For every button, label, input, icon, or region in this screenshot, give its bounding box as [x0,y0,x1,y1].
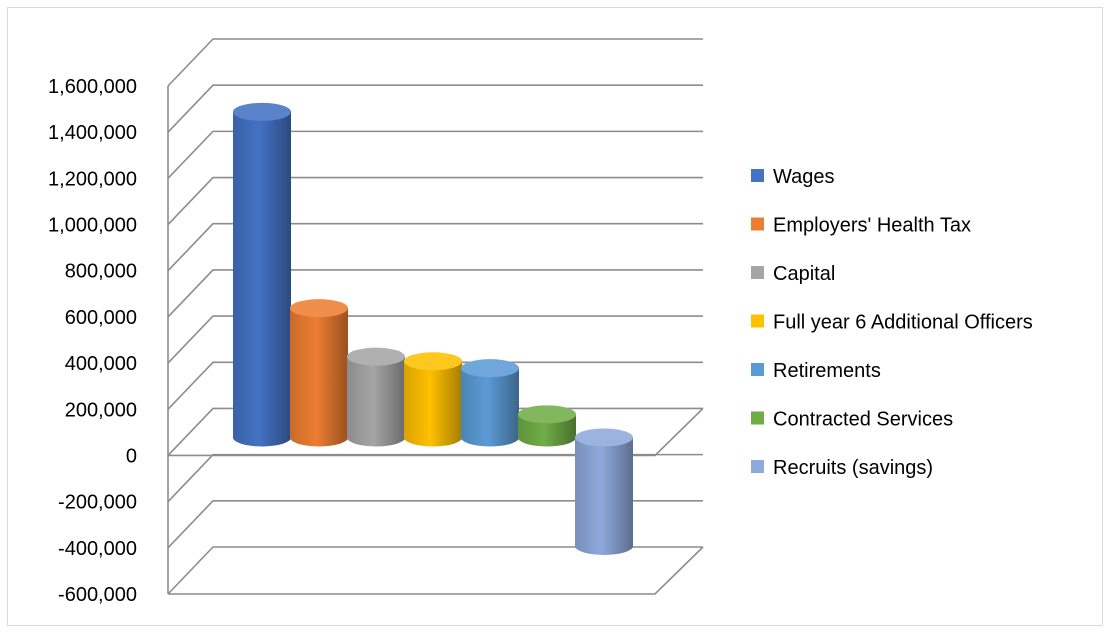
gridline [167,361,703,410]
legend-swatch [751,217,764,231]
legend-label: Contracted Services [773,409,953,431]
bar-wages [233,102,291,447]
bar-cap [404,352,462,371]
bar-cap [518,405,576,424]
gridline [167,269,703,318]
legend-item: Full year 6 Additional Officers [751,312,1033,334]
bar-contracted-services [518,405,576,447]
y-tick-label: 1,200,000 [48,168,137,190]
legend-swatch [751,363,764,376]
bar-body [518,414,576,447]
bar-body [233,111,291,447]
gridline [167,453,703,503]
legend-label: Retirements [773,360,881,382]
legend-swatch [751,169,764,182]
bar-recruits-savings [575,428,633,555]
bar-cap [575,428,633,447]
y-tick-label: 800,000 [65,261,137,283]
y-tick-label: 600,000 [65,307,137,329]
bar-employers-health-tax [290,299,348,447]
legend-swatch [751,266,764,279]
gridline [167,38,703,87]
legend-label: Full year 6 Additional Officers [773,312,1033,334]
gridline [167,176,703,226]
bar-cap [347,347,405,366]
gridline [167,130,703,179]
bar-cap [290,299,348,318]
legend-label: Employers' Health Tax [773,215,971,237]
bars [233,102,633,555]
zero-floor [168,407,704,457]
gridlines [167,38,704,595]
legend-item: Capital [751,263,835,285]
bar-body [575,437,633,555]
floor [168,546,704,595]
gridline [167,315,703,364]
legend-swatch [751,460,764,473]
y-tick-label: 200,000 [65,399,137,421]
bar-body [347,356,405,447]
legend: Wages Employers' Health Tax Capital Full ye… [751,166,1033,479]
bar-capital [347,347,405,447]
gridline [167,84,703,133]
bar-cap [233,102,291,121]
bar-cap [461,359,519,378]
y-tick-label: -400,000 [58,538,137,560]
gridline [167,222,703,272]
legend-item: Wages [751,166,835,188]
legend-item: Recruits (savings) [751,457,933,479]
y-axis-ticks: 1,600,000 1,400,000 1,200,000 1,000,000 800,… [48,76,137,606]
legend-item: Contracted Services [751,409,953,431]
y-tick-label: -200,000 [58,492,137,514]
y-tick-label: 1,400,000 [48,122,137,144]
legend-swatch [751,314,764,328]
legend-label: Recruits (savings) [773,457,933,479]
legend-label: Capital [773,263,835,285]
y-tick-label: 1,600,000 [48,76,137,98]
gridline [167,546,703,595]
y-tick-label: -600,000 [58,584,137,606]
bar-body [404,361,462,447]
gridline [167,500,703,549]
bar-body [461,368,519,447]
y-tick-label: 0 [126,445,137,467]
bar-retirements [461,359,519,447]
legend-item: Employers' Health Tax [751,215,971,237]
bar-body [290,308,348,447]
legend-label: Wages [773,166,835,188]
bar-full-year-6-additional-officers [404,352,462,447]
y-tick-label: 400,000 [65,353,137,375]
legend-item: Retirements [751,360,881,382]
y-tick-label: 1,000,000 [48,215,137,237]
legend-swatch [751,411,764,425]
